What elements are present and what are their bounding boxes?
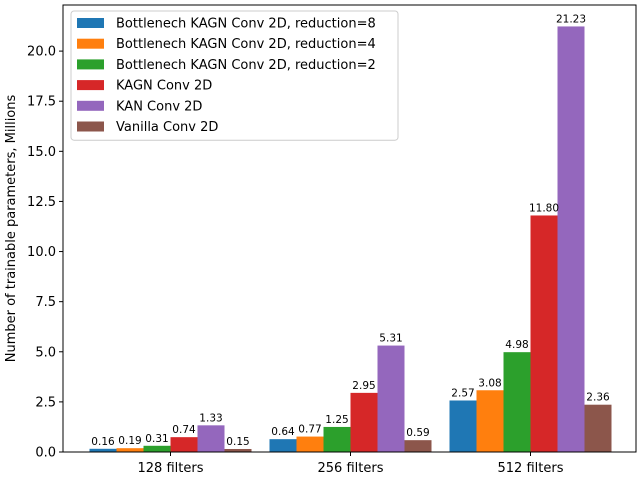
bar-series-0-cat-1 bbox=[269, 439, 297, 452]
y-tick-label: 0.0 bbox=[35, 446, 56, 461]
data-label-series-2-cat-1: 1.25 bbox=[325, 414, 348, 426]
legend-label: Bottlenech KAGN Conv 2D, reduction=8 bbox=[116, 17, 376, 32]
legend-swatch bbox=[77, 18, 104, 28]
legend: Bottlenech KAGN Conv 2D, reduction=8 Bott… bbox=[70, 10, 399, 141]
bar-series-3-cat-0 bbox=[170, 437, 198, 452]
data-label-series-1-cat-0: 0.19 bbox=[118, 435, 141, 447]
y-tick-label: 2.5 bbox=[35, 395, 56, 410]
legend-label: KAGN Conv 2D bbox=[116, 79, 212, 94]
data-label-series-5-cat-1: 0.59 bbox=[406, 427, 429, 439]
data-label-series-4-cat-0: 1.33 bbox=[199, 412, 222, 424]
data-label-series-0-cat-2: 2.57 bbox=[451, 387, 474, 399]
data-label-series-2-cat-2: 4.98 bbox=[505, 339, 528, 351]
data-label-series-3-cat-0: 0.74 bbox=[172, 424, 196, 436]
legend-label: Vanilla Conv 2D bbox=[116, 120, 218, 135]
data-label-series-1-cat-1: 0.77 bbox=[298, 424, 321, 436]
x-tick-label: 512 filters bbox=[498, 461, 564, 476]
plot-frame bbox=[62, 4, 637, 453]
bar-series-2-cat-0 bbox=[143, 445, 171, 452]
x-tick-label: 256 filters bbox=[318, 461, 384, 476]
bar-series-1-cat-2 bbox=[476, 390, 504, 452]
bars-group bbox=[89, 26, 612, 452]
legend-box bbox=[70, 10, 399, 141]
legend-swatch bbox=[77, 100, 104, 111]
x-tick-label: 128 filters bbox=[138, 461, 204, 476]
data-label-series-0-cat-0: 0.16 bbox=[91, 436, 115, 448]
bar-series-3-cat-2 bbox=[530, 215, 558, 452]
data-label-series-3-cat-1: 2.95 bbox=[352, 380, 375, 392]
bar-series-0-cat-0 bbox=[89, 448, 117, 452]
y-tick-label: 10.0 bbox=[27, 245, 56, 260]
bar-series-1-cat-0 bbox=[116, 448, 144, 452]
legend-swatch bbox=[77, 80, 104, 91]
y-tick-label: 15.0 bbox=[27, 145, 56, 160]
data-label-series-2-cat-0: 0.31 bbox=[145, 433, 168, 445]
y-axis-ticks: 0.0 2.5 5.0 7.5 10.0 12.5 15.0 17.5 20.0 bbox=[27, 45, 63, 461]
bar-series-4-cat-0 bbox=[197, 425, 225, 452]
legend-label: Bottlenech KAGN Conv 2D, reduction=4 bbox=[116, 37, 376, 52]
legend-swatch bbox=[77, 38, 104, 49]
bar-series-3-cat-1 bbox=[350, 392, 378, 452]
y-tick-label: 7.5 bbox=[35, 295, 56, 310]
y-tick-label: 17.5 bbox=[27, 95, 56, 110]
bar-series-4-cat-2 bbox=[557, 26, 585, 452]
bar-series-1-cat-1 bbox=[296, 436, 324, 452]
legend-swatch bbox=[77, 59, 104, 70]
bar-series-5-cat-2 bbox=[584, 404, 612, 452]
y-axis-label: Number of trainable parameters, Millions bbox=[4, 95, 19, 363]
data-label-series-5-cat-0: 0.15 bbox=[226, 436, 249, 448]
bar-series-4-cat-1 bbox=[377, 345, 405, 452]
data-label-series-5-cat-2: 2.36 bbox=[586, 392, 610, 404]
x-axis-ticks: 128 filters 256 filters 512 filters bbox=[138, 452, 564, 476]
y-tick-label: 20.0 bbox=[27, 45, 56, 60]
legend-label: KAN Conv 2D bbox=[116, 99, 202, 114]
bar-series-0-cat-2 bbox=[449, 400, 477, 452]
data-label-series-1-cat-2: 3.08 bbox=[478, 377, 501, 389]
bar-series-5-cat-1 bbox=[404, 440, 432, 452]
bar-series-2-cat-1 bbox=[323, 426, 351, 452]
legend-label: Bottlenech KAGN Conv 2D, reduction=2 bbox=[116, 58, 376, 73]
bar-series-5-cat-0 bbox=[224, 448, 252, 452]
data-label-series-0-cat-1: 0.64 bbox=[271, 426, 295, 438]
y-tick-label: 5.0 bbox=[35, 345, 56, 360]
data-labels-group: 0.16 0.64 2.57 0.19 0.77 3.08 0.31 1.25 4.98 0.74… bbox=[91, 13, 610, 448]
data-label-series-4-cat-2: 21.23 bbox=[556, 13, 586, 25]
bar-series-2-cat-2 bbox=[503, 352, 531, 452]
legend-swatch bbox=[77, 121, 104, 132]
data-label-series-4-cat-1: 5.31 bbox=[379, 333, 402, 345]
data-label-series-3-cat-2: 11.80 bbox=[529, 202, 559, 214]
y-tick-label: 12.5 bbox=[27, 195, 56, 210]
